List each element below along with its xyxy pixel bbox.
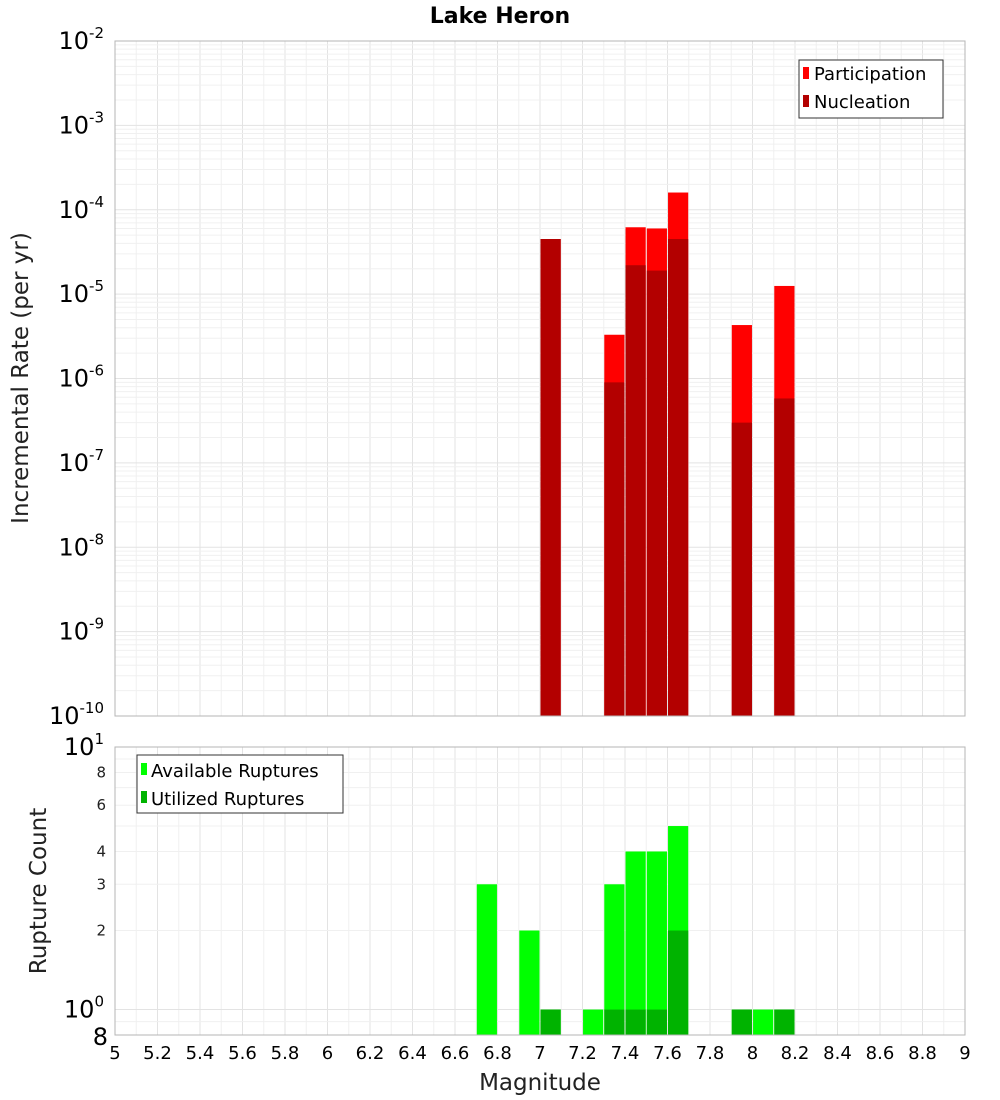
utilized-legend-label: Utilized Ruptures bbox=[151, 789, 304, 810]
count-utilized-ruptures-bar bbox=[731, 1009, 752, 1035]
count-utilized-ruptures-bar bbox=[774, 1009, 795, 1035]
rate-y-tick-label: 10-4 bbox=[58, 193, 104, 224]
rate-nucleation-bar bbox=[604, 382, 625, 716]
x-tick-label: 8.2 bbox=[781, 1043, 810, 1064]
count-available-ruptures-bar bbox=[583, 1009, 604, 1035]
x-tick-label: 6.6 bbox=[441, 1043, 470, 1064]
x-tick-label: 7.4 bbox=[611, 1043, 640, 1064]
rate-y-tick-label: 10-7 bbox=[58, 446, 104, 477]
rate-y-tick-label: 10-10 bbox=[49, 699, 104, 730]
x-tick-label: 5 bbox=[109, 1043, 120, 1064]
participation-legend-label: Participation bbox=[814, 64, 926, 85]
count-available-ruptures-bar bbox=[519, 930, 540, 1035]
x-tick-label: 8 bbox=[747, 1043, 758, 1064]
rate-legend: Participation Nucleation bbox=[798, 59, 944, 119]
rate-nucleation-bar bbox=[625, 265, 646, 716]
count-available-ruptures-bar bbox=[646, 851, 667, 1035]
rate-y-tick-label: 10-3 bbox=[58, 108, 104, 139]
x-tick-label: 6.2 bbox=[356, 1043, 385, 1064]
count-y-tick-label: 6 bbox=[96, 796, 106, 814]
rate-nucleation-bar bbox=[646, 270, 667, 716]
count-available-ruptures-bar bbox=[625, 851, 646, 1035]
rate-panel: 10-10 10-9 10-8 10-7 10-6 10-5 10-4 10-3 10-2 In… bbox=[8, 24, 966, 730]
rate-nucleation-bar bbox=[540, 239, 561, 716]
chart-title: Lake Heron bbox=[430, 4, 570, 29]
x-tick-label: 5.2 bbox=[143, 1043, 172, 1064]
rate-bars bbox=[540, 192, 795, 717]
rate-plot-frame bbox=[114, 40, 966, 717]
count-panel: 100 101 8 2 3 4 6 8 Rupture Count Available Rup… bbox=[26, 730, 966, 1051]
count-utilized-ruptures-bar bbox=[625, 1009, 646, 1035]
count-bars bbox=[476, 826, 795, 1035]
participation-legend-swatch bbox=[803, 67, 809, 79]
utilized-legend-swatch bbox=[141, 791, 147, 803]
x-tick-label: 5.4 bbox=[186, 1043, 215, 1064]
count-legend-box bbox=[136, 754, 344, 814]
count-utilized-ruptures-bar bbox=[646, 1009, 667, 1035]
count-available-ruptures-bar bbox=[753, 1009, 774, 1035]
x-tick-label: 5.8 bbox=[271, 1043, 300, 1064]
rate-y-tick-label: 10-5 bbox=[58, 277, 104, 308]
x-tick-label: 5.6 bbox=[228, 1043, 257, 1064]
count-available-ruptures-bar bbox=[476, 884, 497, 1035]
rate-y-tick-label: 10-6 bbox=[58, 362, 104, 393]
count-y-ticks: 100 101 8 2 3 4 6 8 bbox=[64, 730, 108, 1051]
rate-y-tick-label: 10-8 bbox=[58, 530, 104, 561]
count-utilized-ruptures-bar bbox=[540, 1009, 561, 1035]
count-y-tick-label: 3 bbox=[96, 875, 106, 893]
count-y-tick-label: 4 bbox=[96, 842, 106, 860]
count-y-tick-label: 8 bbox=[96, 763, 106, 781]
x-tick-label: 7.8 bbox=[696, 1043, 725, 1064]
rate-legend-box bbox=[798, 59, 944, 119]
count-utilized-ruptures-bar bbox=[668, 930, 689, 1035]
rate-y-ticks: 10-10 10-9 10-8 10-7 10-6 10-5 10-4 10-3 10-2 bbox=[49, 24, 104, 730]
x-tick-label: 6.4 bbox=[398, 1043, 427, 1064]
x-tick-label: 8.6 bbox=[866, 1043, 895, 1064]
available-legend-label: Available Ruptures bbox=[151, 761, 319, 782]
x-tick-label: 7.2 bbox=[568, 1043, 597, 1064]
count-y-tick-label: 8 bbox=[93, 1023, 108, 1051]
x-tick-label: 8.4 bbox=[823, 1043, 852, 1064]
available-legend-swatch bbox=[141, 763, 147, 775]
x-tick-label: 7 bbox=[534, 1043, 545, 1064]
count-utilized-ruptures-bar bbox=[604, 1009, 625, 1035]
count-y-axis-label: Rupture Count bbox=[26, 808, 52, 974]
nucleation-legend-label: Nucleation bbox=[814, 92, 910, 113]
x-tick-label: 9 bbox=[959, 1043, 970, 1064]
rate-nucleation-bar bbox=[774, 398, 795, 716]
x-tick-label: 6 bbox=[322, 1043, 333, 1064]
count-y-tick-label: 101 bbox=[64, 730, 104, 761]
count-y-tick-label: 100 bbox=[64, 993, 104, 1024]
count-available-ruptures-bar bbox=[604, 884, 625, 1035]
count-legend: Available Ruptures Utilized Ruptures bbox=[136, 754, 344, 814]
x-axis-label: Magnitude bbox=[479, 1070, 601, 1096]
count-plot-frame bbox=[114, 746, 966, 1036]
count-y-tick-label: 2 bbox=[96, 922, 106, 940]
x-tick-label: 8.8 bbox=[908, 1043, 937, 1064]
rate-y-tick-label: 10-2 bbox=[58, 24, 104, 55]
rate-nucleation-bar bbox=[731, 422, 752, 716]
rate-nucleation-bar bbox=[668, 239, 689, 716]
rate-y-tick-label: 10-9 bbox=[58, 615, 104, 646]
x-tick-label: 7.6 bbox=[653, 1043, 682, 1064]
x-axis-ticks: 5 5.2 5.4 5.6 5.8 6 6.2 6.4 6.6 6.8 7 7.2 7.4 7.6 7.8 8… bbox=[109, 1043, 970, 1064]
nucleation-legend-swatch bbox=[803, 95, 809, 107]
rate-grid bbox=[114, 41, 966, 717]
rate-y-axis-label: Incremental Rate (per yr) bbox=[8, 232, 34, 524]
x-tick-label: 6.8 bbox=[483, 1043, 512, 1064]
